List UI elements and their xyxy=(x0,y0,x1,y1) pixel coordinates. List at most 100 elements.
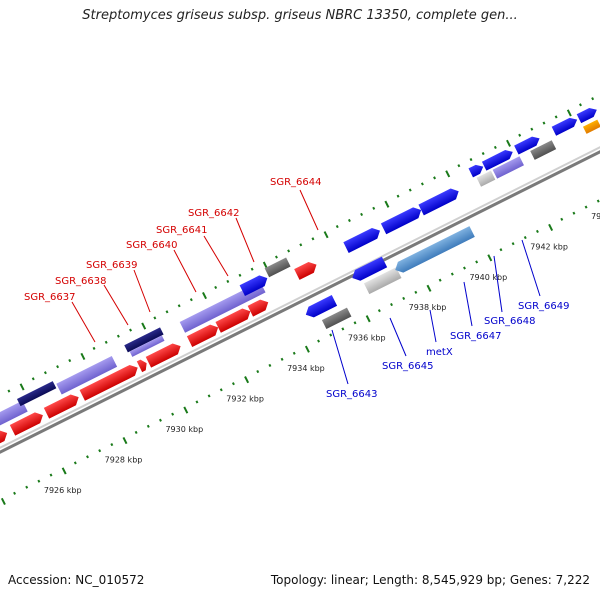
gene-label[interactable]: SGR_6640 xyxy=(126,240,178,251)
gene-feature[interactable] xyxy=(303,295,338,320)
scale-tick xyxy=(104,340,108,344)
scale-tick xyxy=(250,267,254,271)
forward-gene-labels: SGR_6637 SGR_6638 SGR_6639 SGR_6640 SGR_… xyxy=(24,177,322,343)
gene-label[interactable]: metX xyxy=(426,347,453,358)
gene-label[interactable]: SGR_6637 xyxy=(24,292,76,303)
scale-tick xyxy=(202,292,207,300)
gene-feature[interactable] xyxy=(343,225,382,254)
scale-tick xyxy=(408,188,412,192)
gene-feature[interactable] xyxy=(363,267,402,295)
gene-feature[interactable] xyxy=(247,297,271,317)
gene-feature[interactable] xyxy=(129,335,165,357)
scale-tick xyxy=(68,358,72,363)
gene-label[interactable]: SGR_6648 xyxy=(484,316,536,327)
gene-feature[interactable] xyxy=(481,147,515,171)
scale-label: 7940 kbp xyxy=(469,273,507,282)
gene-feature[interactable] xyxy=(9,410,46,436)
gene-label[interactable]: SGR_6645 xyxy=(382,361,434,372)
gene-feature[interactable] xyxy=(43,392,82,419)
scale-tick xyxy=(475,260,479,264)
scale-tick xyxy=(438,278,442,282)
forward-gene-row-2 xyxy=(0,259,319,450)
gene-feature[interactable] xyxy=(530,140,557,160)
scale-tick xyxy=(372,206,376,210)
scale-tick xyxy=(323,231,329,239)
gene-feature[interactable] xyxy=(239,273,270,297)
scale-tick xyxy=(7,389,11,393)
gene-feature[interactable] xyxy=(551,115,580,136)
gene-feature[interactable] xyxy=(79,362,141,401)
scale-tick xyxy=(0,497,6,506)
gene-feature[interactable] xyxy=(56,356,118,395)
gene-label[interactable]: SGR_6638 xyxy=(55,276,107,287)
scale-tick xyxy=(86,455,89,459)
gene-feature[interactable] xyxy=(576,105,599,124)
leader-line xyxy=(389,317,407,357)
gene-feature[interactable] xyxy=(476,170,496,187)
gene-label[interactable]: SGR_6644 xyxy=(270,177,322,188)
scale-tick xyxy=(377,309,381,313)
gene-feature[interactable] xyxy=(582,119,600,134)
scale-tick xyxy=(171,412,175,416)
gene-feature[interactable] xyxy=(418,186,461,216)
scale-tick xyxy=(560,217,564,221)
gene-feature[interactable] xyxy=(215,306,253,333)
gene-label[interactable]: SGR_6647 xyxy=(450,331,502,342)
scale-label: 7942 kbp xyxy=(530,242,568,251)
gene-feature[interactable] xyxy=(393,226,475,275)
scale-tick xyxy=(219,388,223,392)
gene-feature[interactable] xyxy=(179,281,266,333)
scale-tick xyxy=(244,376,250,384)
gene-label[interactable]: SGR_6641 xyxy=(156,225,208,236)
scale-tick xyxy=(317,339,321,343)
gene-feature[interactable] xyxy=(186,322,221,348)
scale-tick xyxy=(214,285,218,290)
gene-feature[interactable] xyxy=(264,257,291,278)
scale-tick xyxy=(195,400,199,404)
scale-tick xyxy=(420,182,424,186)
scale-tick xyxy=(304,345,310,353)
gene-feature[interactable] xyxy=(468,162,486,178)
gene-feature[interactable] xyxy=(321,307,352,330)
gene-label[interactable]: SGR_6639 xyxy=(86,260,138,271)
gene-feature[interactable] xyxy=(380,205,424,235)
scale-tick xyxy=(518,133,522,137)
gene-feature[interactable] xyxy=(145,341,184,368)
scale-tick xyxy=(49,473,53,477)
gene-label[interactable]: SGR_6649 xyxy=(518,301,570,312)
scale-tick xyxy=(591,97,595,101)
scale-tick xyxy=(390,302,393,307)
gene-feature[interactable] xyxy=(16,381,57,407)
scale-label: 7936 kbp xyxy=(348,334,386,343)
backbone-line xyxy=(0,137,600,463)
gene-feature[interactable] xyxy=(124,327,164,353)
leader-line xyxy=(331,329,349,385)
gene-feature[interactable] xyxy=(136,358,150,373)
scale-tick xyxy=(414,290,418,294)
gene-feature[interactable] xyxy=(0,400,28,427)
scale-tick xyxy=(37,479,41,483)
gene-feature[interactable] xyxy=(514,134,542,155)
gene-feature[interactable] xyxy=(492,156,524,179)
top-tick-row xyxy=(7,97,595,393)
scale-tick xyxy=(493,145,497,149)
gene-feature[interactable] xyxy=(350,256,388,284)
scale-tick xyxy=(92,346,96,350)
gene-feature[interactable] xyxy=(0,428,10,450)
gene-label[interactable]: SGR_6642 xyxy=(188,208,240,219)
scale-tick xyxy=(542,121,546,125)
gene-feature[interactable] xyxy=(294,259,319,280)
scale-tick xyxy=(548,223,554,231)
scale-tick xyxy=(146,424,150,428)
gene-label[interactable]: SGR_6643 xyxy=(326,389,378,400)
leader-line xyxy=(103,284,129,326)
leader-line xyxy=(463,281,473,327)
scale-tick xyxy=(481,151,485,156)
scale-tick xyxy=(360,212,364,216)
scale-tick xyxy=(238,273,242,277)
scale-tick xyxy=(13,491,16,495)
scale-tick xyxy=(31,377,35,381)
scale-tick xyxy=(579,103,582,107)
scale-tick xyxy=(159,418,162,422)
